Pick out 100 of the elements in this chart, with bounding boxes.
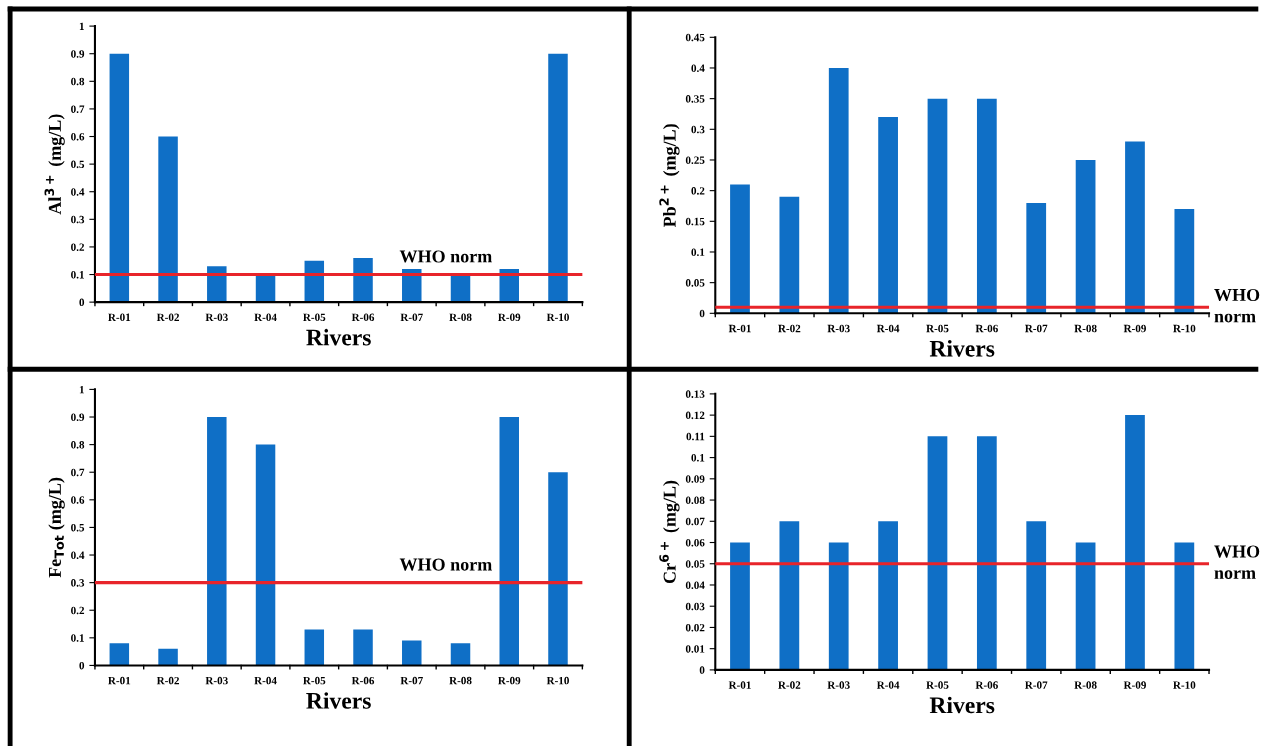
y-axis-title: Fe$_{Tot}$ (mg/L) <box>48 477 65 578</box>
x-tick-label: R-01 <box>108 313 131 322</box>
x-tick-label: R-08 <box>1074 324 1097 333</box>
y-tick-label: 1 <box>79 22 84 30</box>
bar <box>878 521 898 670</box>
x-tick-label: R-08 <box>449 676 472 685</box>
bar <box>1026 521 1047 670</box>
y-tick-label: 0 <box>79 661 85 670</box>
y-tick-label: 0.2 <box>71 243 85 251</box>
y-tick-label: 0.35 <box>685 95 705 103</box>
x-tick-label: R-08 <box>449 313 472 322</box>
y-tick-label: 0.1 <box>71 270 84 279</box>
ref-line-label: WHO norm <box>399 558 492 571</box>
x-tick-label: R-05 <box>926 324 949 333</box>
y-tick-label: 0.3 <box>71 215 85 224</box>
x-tick-label: R-07 <box>1024 681 1048 689</box>
y-tick-label: 1 <box>79 385 84 394</box>
y-tick-label: 0 <box>699 309 705 318</box>
x-tick-label: R-10 <box>1173 681 1196 689</box>
bar <box>1125 141 1145 314</box>
x-tick-label: R-07 <box>1024 324 1048 333</box>
bar <box>402 269 422 303</box>
x-tick-label: R-01 <box>108 676 131 685</box>
x-tick-label: R-03 <box>205 313 228 322</box>
y-tick-label: 0.12 <box>685 411 705 420</box>
y-tick-label: 0.08 <box>685 496 705 505</box>
y-tick-label: 0.6 <box>71 496 85 504</box>
y-tick-label: 0.1 <box>691 248 705 256</box>
y-tick-label: 0.5 <box>71 523 85 532</box>
x-tick-label: R-05 <box>303 676 326 685</box>
x-tick-label: R-06 <box>351 676 375 685</box>
bar <box>1125 415 1145 670</box>
y-tick-label: 0.13 <box>685 390 705 398</box>
x-tick-label: R-02 <box>156 676 179 685</box>
bar <box>499 417 519 666</box>
y-tick-label: 0.9 <box>71 413 85 422</box>
bar <box>158 648 178 666</box>
y-tick-label: 0.5 <box>71 160 85 169</box>
y-tick-label: 0.15 <box>685 217 705 226</box>
bar <box>158 136 178 303</box>
y-tick-label: 0.4 <box>71 188 85 196</box>
bar <box>109 643 130 666</box>
x-axis-title: Rivers <box>306 692 371 709</box>
y-tick-label: 0.09 <box>685 475 705 483</box>
y-tick-label: 0.03 <box>685 602 705 611</box>
bar <box>353 257 373 303</box>
ref-line-label: WHO norm <box>399 250 492 263</box>
bar <box>976 98 997 314</box>
y-tick-label: 0.9 <box>71 50 85 58</box>
y-axis-title: Pb$^{2+}$ (mg/L) <box>659 124 680 228</box>
x-tick-label: R-10 <box>546 313 569 322</box>
x-tick-label: R-02 <box>778 324 801 333</box>
bar <box>976 436 997 670</box>
x-tick-label: R-04 <box>254 313 277 322</box>
y-tick-label: 0.6 <box>71 132 85 141</box>
bar <box>548 472 568 666</box>
y-tick-label: 0.7 <box>71 468 85 477</box>
bar <box>353 629 373 666</box>
y-axis-title: Cr$^{6+}$ (mg/L) <box>659 480 680 584</box>
bar <box>779 521 800 670</box>
x-tick-label: R-02 <box>156 313 179 322</box>
x-tick-label: R-07 <box>400 676 423 685</box>
x-tick-label: R-03 <box>827 324 850 333</box>
bar <box>109 53 130 303</box>
bar <box>1075 159 1096 314</box>
bar <box>927 436 948 670</box>
y-tick-label: 0.07 <box>685 517 705 526</box>
bar <box>828 542 849 670</box>
bar <box>730 184 750 314</box>
y-tick-label: 0 <box>699 666 705 674</box>
x-tick-label: R-01 <box>728 324 751 333</box>
bar <box>1174 209 1195 314</box>
x-tick-label: R-09 <box>498 676 521 685</box>
y-tick-label: 0.2 <box>691 187 705 195</box>
x-tick-label: R-04 <box>876 681 900 689</box>
y-tick-label: 0.4 <box>691 64 705 72</box>
y-tick-label: 0.2 <box>71 606 85 615</box>
bar <box>450 643 471 666</box>
y-tick-label: 0.3 <box>691 125 705 134</box>
y-tick-label: 0.7 <box>71 105 85 113</box>
x-tick-label: R-07 <box>400 313 423 322</box>
x-tick-label: R-03 <box>827 681 850 689</box>
y-tick-label: 0.4 <box>71 551 85 560</box>
bar <box>255 444 276 666</box>
y-tick-label: 0.8 <box>71 441 85 449</box>
x-tick-label: R-09 <box>498 313 521 322</box>
y-tick-label: 0.04 <box>685 581 705 589</box>
bar <box>927 98 948 314</box>
bar <box>828 67 849 314</box>
bar <box>1075 542 1096 670</box>
y-axis-title: Al$^{3+}$ (mg/L) <box>44 114 65 215</box>
bar <box>878 117 898 314</box>
y-tick-label: 0.8 <box>71 77 85 86</box>
x-tick-label: R-06 <box>351 313 375 322</box>
x-tick-label: R-03 <box>205 676 228 685</box>
x-tick-label: R-05 <box>926 681 949 689</box>
y-tick-label: 0.06 <box>685 538 705 547</box>
bar <box>730 542 750 670</box>
x-tick-label: R-10 <box>546 676 569 685</box>
y-tick-label: 0.05 <box>685 279 705 287</box>
